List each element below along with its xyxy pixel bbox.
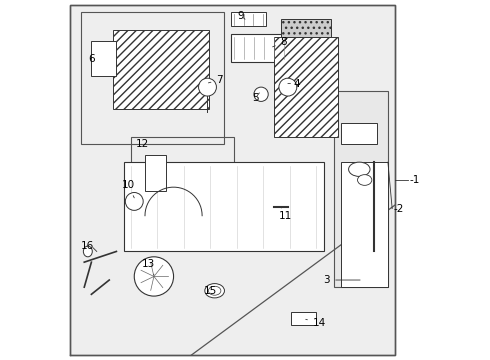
Text: -1: -1 <box>409 175 420 185</box>
Circle shape <box>279 78 297 96</box>
Ellipse shape <box>205 284 224 298</box>
Text: 10: 10 <box>122 180 135 198</box>
Ellipse shape <box>208 286 221 295</box>
Ellipse shape <box>358 175 372 185</box>
Polygon shape <box>145 155 167 191</box>
Polygon shape <box>273 37 338 137</box>
Text: 3: 3 <box>323 275 360 285</box>
Text: 11: 11 <box>279 207 292 221</box>
Text: 16: 16 <box>81 241 94 251</box>
Polygon shape <box>231 12 267 26</box>
Polygon shape <box>292 312 317 325</box>
Polygon shape <box>92 41 117 76</box>
Polygon shape <box>123 162 323 251</box>
Polygon shape <box>281 19 331 37</box>
Circle shape <box>125 193 143 210</box>
Polygon shape <box>342 162 388 287</box>
Text: 15: 15 <box>204 286 217 296</box>
Circle shape <box>134 257 173 296</box>
Text: 14: 14 <box>306 318 326 328</box>
Polygon shape <box>70 5 395 355</box>
Text: 9: 9 <box>238 11 245 21</box>
Text: -2: -2 <box>393 203 404 213</box>
Text: 12: 12 <box>136 139 149 149</box>
Circle shape <box>254 87 268 102</box>
Polygon shape <box>231 33 288 62</box>
Polygon shape <box>342 123 377 144</box>
Ellipse shape <box>83 246 92 257</box>
Polygon shape <box>334 91 388 287</box>
Text: 7: 7 <box>208 75 223 85</box>
Text: 6: 6 <box>88 54 95 64</box>
Ellipse shape <box>348 162 370 176</box>
Text: 5: 5 <box>252 93 259 103</box>
Circle shape <box>198 78 217 96</box>
Text: 13: 13 <box>142 259 155 275</box>
Polygon shape <box>113 30 209 109</box>
Text: 4: 4 <box>288 78 300 89</box>
Text: 8: 8 <box>272 37 287 48</box>
